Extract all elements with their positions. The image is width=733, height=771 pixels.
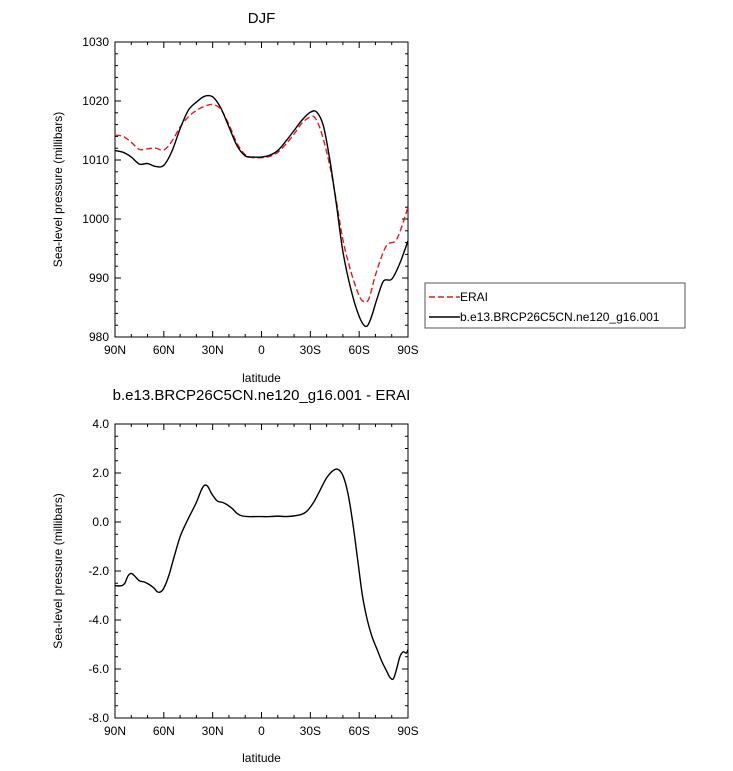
chart-title: b.e13.BRCP26C5CN.ne120_g16.001 - ERAI	[113, 387, 411, 404]
y-axis-title: Sea-level pressure (millibars)	[51, 112, 65, 267]
legend-label: ERAI	[460, 290, 488, 304]
x-axis-title: latitude	[242, 751, 281, 765]
x-tick-label: 90S	[397, 724, 418, 738]
y-tick-label: 0.0	[92, 515, 109, 529]
y-tick-label: -8.0	[88, 711, 109, 725]
y-tick-label: -4.0	[88, 613, 109, 627]
plot-frame	[114, 41, 409, 338]
y-tick-label: 2.0	[92, 466, 109, 480]
y-tick-label: 1020	[82, 94, 109, 108]
x-axis-title: latitude	[242, 371, 281, 385]
series-line-difference	[114, 468, 409, 681]
x-tick-label: 30S	[300, 343, 321, 357]
series-line-erai	[114, 103, 409, 303]
legend: ERAI b.e13.BRCP26C5CN.ne120_g16.001	[424, 282, 686, 329]
y-tick-label: 1000	[82, 212, 109, 226]
x-tick-label: 30S	[300, 724, 321, 738]
series-line-b-e13-brcp26c5cn-ne120-g16-001	[114, 94, 409, 328]
y-tick-label: 980	[89, 330, 109, 344]
x-tick-label: 0	[258, 724, 265, 738]
top-panel-djf: DJF 90N 60N 30N 0 30S 60S 90S 980 990 1000 1010 1020…	[51, 10, 686, 385]
x-tick-label: 60N	[153, 724, 175, 738]
y-tick-label: -6.0	[88, 662, 109, 676]
x-tick-label: 90S	[397, 343, 418, 357]
legend-label: b.e13.BRCP26C5CN.ne120_g16.001	[460, 310, 660, 324]
y-tick-label: 1030	[82, 35, 109, 49]
chart-title: DJF	[248, 10, 276, 27]
plot-frame	[114, 423, 409, 719]
y-tick-label: -2.0	[88, 564, 109, 578]
y-tick-label: 990	[89, 271, 109, 285]
legend-box	[424, 282, 686, 329]
x-tick-label: 60N	[153, 343, 175, 357]
y-tick-label: 4.0	[92, 417, 109, 431]
x-tick-label: 60S	[348, 343, 369, 357]
x-tick-label: 0	[258, 343, 265, 357]
x-tick-label: 90N	[104, 343, 126, 357]
y-axis-title: Sea-level pressure (millibars)	[51, 493, 65, 648]
x-tick-label: 90N	[104, 724, 126, 738]
y-tick-label: 1010	[82, 153, 109, 167]
x-tick-label: 30N	[202, 724, 224, 738]
x-tick-label: 60S	[348, 724, 369, 738]
bottom-panel-difference: b.e13.BRCP26C5CN.ne120_g16.001 - ERAI 90N…	[51, 387, 419, 765]
x-tick-label: 30N	[202, 343, 224, 357]
